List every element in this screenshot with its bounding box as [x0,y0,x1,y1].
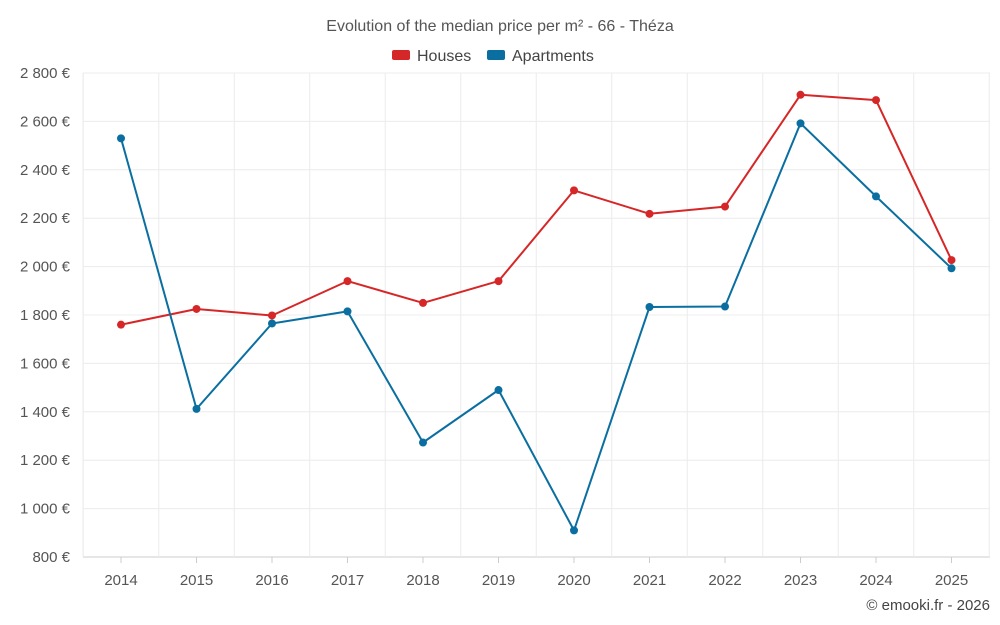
data-point-apartments[interactable] [796,119,805,128]
data-point-houses[interactable] [796,90,805,99]
y-tick-label: 800 € [32,549,70,566]
x-tick-label: 2025 [935,572,968,589]
y-tick-label: 2 400 € [20,162,71,179]
x-tick-label: 2018 [406,572,439,589]
data-point-houses[interactable] [494,277,503,286]
series-line-apartments [120,122,953,532]
data-point-houses[interactable] [947,256,956,265]
data-point-houses[interactable] [343,277,352,286]
legend-swatch-houses [392,50,410,60]
y-tick-label: 1 800 € [20,307,71,324]
y-tick-label: 2 000 € [20,259,71,276]
x-tick-label: 2015 [180,572,213,589]
data-point-apartments[interactable] [947,264,956,273]
y-tick-label: 1 000 € [20,501,71,518]
data-point-houses[interactable] [570,186,578,195]
x-tick-label: 2019 [482,572,515,589]
data-point-apartments[interactable] [872,192,880,201]
y-tick-label: 1 600 € [20,355,71,372]
x-tick-label: 2020 [557,572,590,589]
data-point-apartments[interactable] [117,134,125,143]
y-tick-label: 2 200 € [20,210,71,227]
legend: Houses Apartments [392,48,594,65]
series [117,90,956,535]
data-point-apartments[interactable] [721,302,729,311]
y-tick-label: 1 400 € [20,404,71,421]
data-point-apartments[interactable] [570,526,578,535]
data-point-houses[interactable] [419,298,427,307]
data-point-houses[interactable] [192,304,201,313]
data-point-houses[interactable] [117,320,125,329]
chart-title: Evolution of the median price per m² - 6… [326,18,674,35]
legend-label-apartments[interactable]: Apartments [512,48,594,65]
x-axis: 2014 2015 2016 2017 2018 2019 2020 2021 2022 2023… [104,557,968,589]
x-tick-label: 2021 [633,572,666,589]
grid [82,72,990,558]
x-tick-label: 2017 [331,572,364,589]
x-tick-label: 2022 [708,572,741,589]
y-tick-label: 2 800 € [20,65,71,82]
y-axis: 800 € 1 000 € 1 200 € 1 400 € 1 600 € 1 800 €… [20,65,71,566]
data-point-apartments[interactable] [343,307,352,316]
data-point-apartments[interactable] [645,303,654,312]
legend-label-houses[interactable]: Houses [417,48,471,65]
y-tick-label: 1 200 € [20,452,71,469]
x-tick-label: 2024 [859,572,892,589]
data-point-houses[interactable] [872,96,880,105]
data-point-apartments[interactable] [494,386,503,395]
legend-swatch-apartments [487,50,505,60]
data-point-apartments[interactable] [268,319,276,328]
y-tick-label: 2 600 € [20,113,71,130]
x-tick-label: 2023 [784,572,817,589]
data-point-houses[interactable] [645,209,654,218]
data-point-apartments[interactable] [192,404,201,413]
data-point-apartments[interactable] [419,438,427,447]
data-point-houses[interactable] [268,311,276,320]
x-tick-label: 2014 [104,572,137,589]
credit-text: © emooki.fr - 2026 [866,597,990,614]
x-tick-label: 2016 [255,572,288,589]
data-point-houses[interactable] [721,202,729,211]
series-line-houses [120,93,953,326]
